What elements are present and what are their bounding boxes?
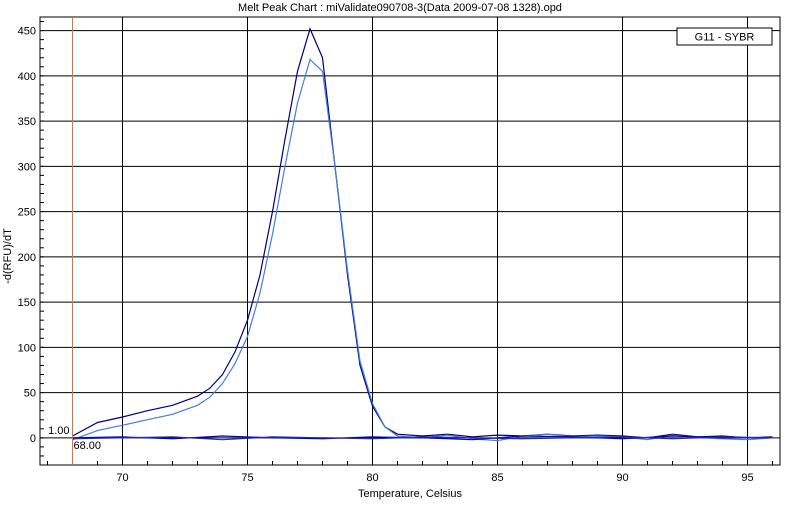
y-tick-label: 400 (18, 71, 36, 83)
y-tick-label: 150 (18, 297, 36, 309)
y-tick-label: 450 (18, 26, 36, 38)
marker-layer: 1.00 68.00 (48, 17, 101, 465)
legend-box (676, 27, 773, 46)
x-tick-label: 75 (241, 472, 253, 484)
marker-y-label: 1.00 (48, 425, 69, 437)
y-axis-label: -d(RFU)/dT (2, 228, 14, 284)
x-axis-label: Temperature, Celsius (358, 488, 462, 500)
series-line-4 (72, 436, 773, 441)
marker-x-label: 68.00 (74, 440, 102, 452)
y-tick-label: 300 (18, 161, 36, 173)
x-tick-label: 70 (116, 472, 128, 484)
legend-layer: G11 - SYBR (676, 27, 773, 46)
y-tick-label: 50 (24, 388, 36, 400)
tick-layer: 70 75 80 85 90 95 0 50 100 150 200 250 300 350 400 450 (18, 21, 773, 484)
chart-title: Melt Peak Chart : miValidate090708-3(Dat… (238, 2, 562, 14)
y-tick-label: 200 (18, 252, 36, 264)
x-tick-label: 80 (366, 472, 378, 484)
plot-frame (39, 16, 781, 466)
legend-entry: G11 - SYBR (695, 32, 755, 44)
y-tick-label: 0 (30, 433, 36, 445)
series-line-1 (72, 27, 773, 439)
x-tick-label: 90 (616, 472, 628, 484)
y-tick-label: 100 (18, 342, 36, 354)
y-tick-label: 250 (18, 207, 36, 219)
grid-layer (39, 16, 781, 466)
y-tick-label: 350 (18, 116, 36, 128)
x-tick-label: 95 (741, 472, 753, 484)
x-tick-label: 85 (491, 472, 503, 484)
series-layer (72, 27, 773, 442)
